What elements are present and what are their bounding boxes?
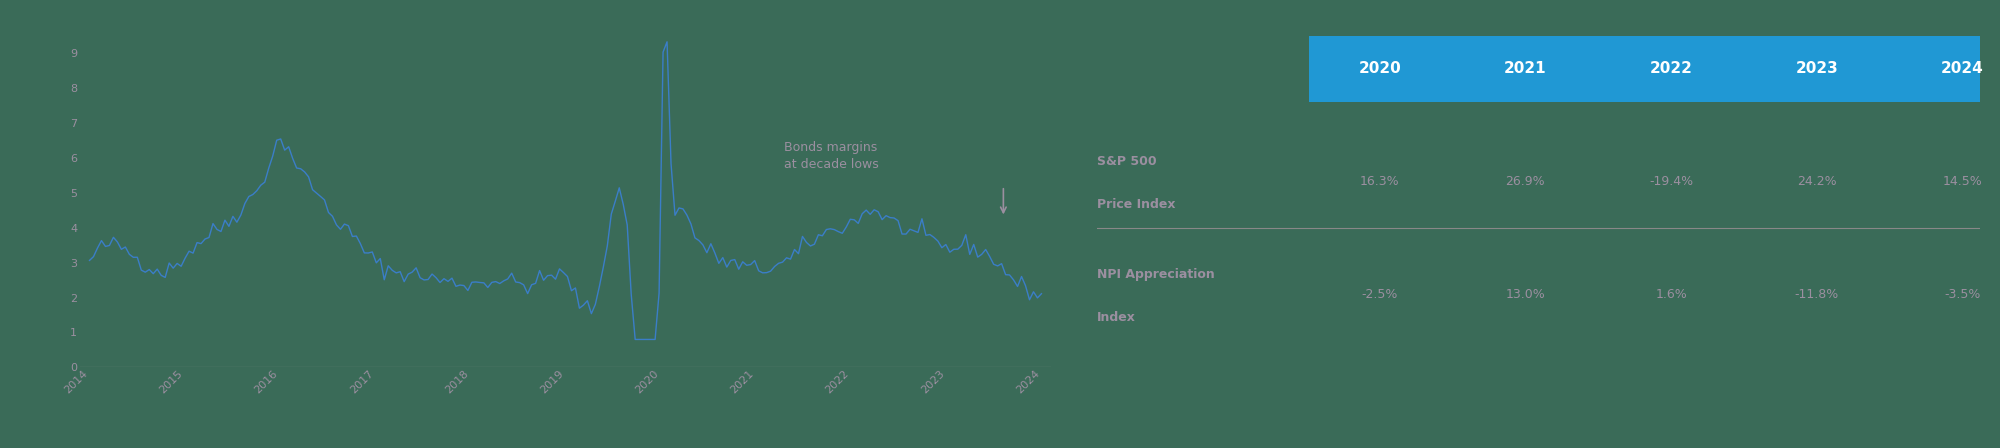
Text: -11.8%: -11.8%	[1794, 288, 1838, 301]
Text: 2022: 2022	[1650, 61, 1692, 77]
Text: -19.4%: -19.4%	[1648, 175, 1694, 188]
Text: S&P 500: S&P 500	[1098, 155, 1156, 168]
Text: NPI Appreciation: NPI Appreciation	[1098, 268, 1216, 281]
Text: 14.5%: 14.5%	[1942, 175, 1982, 188]
Text: 2024: 2024	[1940, 61, 1984, 77]
Text: 26.9%: 26.9%	[1506, 175, 1546, 188]
Bar	[1310, 36, 1980, 102]
Text: Bonds margins
at decade lows: Bonds margins at decade lows	[784, 141, 880, 171]
Text: 24.2%: 24.2%	[1796, 175, 1836, 188]
Text: Index: Index	[1098, 311, 1136, 324]
Text: 2020: 2020	[1358, 61, 1402, 77]
Text: 1.6%: 1.6%	[1656, 288, 1686, 301]
Text: 2021: 2021	[1504, 61, 1546, 77]
Text: -2.5%: -2.5%	[1362, 288, 1398, 301]
Text: 16.3%: 16.3%	[1360, 175, 1400, 188]
Text: -3.5%: -3.5%	[1944, 288, 1980, 301]
Text: 13.0%: 13.0%	[1506, 288, 1546, 301]
Text: Price Index: Price Index	[1098, 198, 1176, 211]
Text: 2023: 2023	[1796, 61, 1838, 77]
